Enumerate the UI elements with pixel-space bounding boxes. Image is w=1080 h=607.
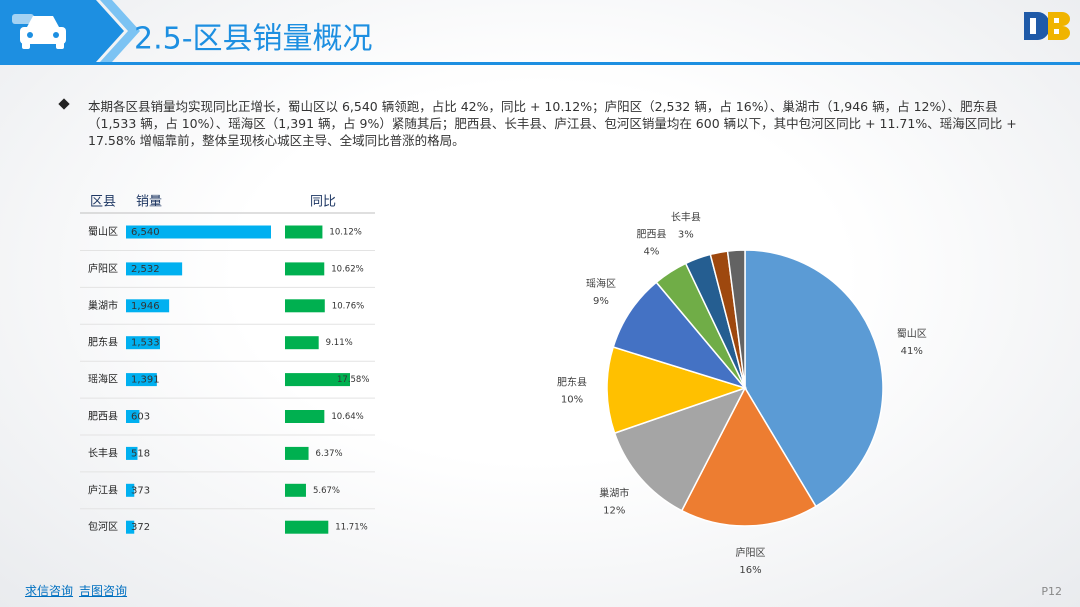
bar [126,483,135,497]
value-label: 5.67% [313,486,340,496]
footer-link[interactable]: 求信咨询 [25,584,74,598]
bar [285,410,325,423]
slice-label: 肥西县 [636,228,666,240]
logo [1024,12,1070,40]
value-label: 1,946 [131,301,160,312]
slice-value: 3% [678,229,694,240]
slice-value: 4% [644,246,660,257]
value-label: 603 [131,412,150,423]
value-label: 10.76% [332,301,364,311]
slice-value: 16% [739,565,761,576]
bar [126,520,135,534]
pie-slice [606,346,748,435]
slice-label: 蜀山区 [897,328,927,340]
slice-label: 长丰县 [671,210,701,223]
bar [126,225,271,239]
pie-slice [726,249,746,389]
value-label: 10.12% [329,228,361,238]
bar [126,262,183,276]
slice-label: 巢湖市 [599,486,629,499]
bar [285,299,325,313]
column-header: 同比 [310,195,336,210]
bar [126,410,140,423]
value-label: 518 [131,448,150,459]
bar [285,446,309,460]
value-label: 10.62% [331,264,363,274]
pie-slice [613,386,747,512]
column-header: 销量 [136,195,162,210]
bar [285,336,319,350]
category-label: 包河区 [88,520,118,533]
value-label: 1,533 [131,338,160,349]
page-number: P12 [1041,585,1062,598]
category-label: 长丰县 [88,446,118,459]
slice-value: 10% [561,395,583,406]
category-label: 庐阳区 [88,262,118,275]
bar [126,336,160,350]
bar [285,520,329,534]
header-rule [0,62,1080,65]
value-label: 1,391 [131,375,160,386]
bar [126,299,170,313]
category-label: 庐江县 [88,483,118,496]
slice-value: 12% [603,505,625,516]
category-label: 巢湖市 [88,299,118,312]
bar [285,483,306,497]
car-icon [12,14,66,49]
slice-value: 9% [593,296,609,307]
bar [285,373,350,387]
value-label: 11.71% [335,523,367,533]
value-label: 2,532 [131,264,160,275]
value-label: 372 [131,522,150,533]
category-label: 瑶海区 [88,373,118,386]
column-header: 区县 [90,195,116,210]
value-label: 6,540 [131,227,160,238]
value-label: 17.58% [337,375,369,385]
summary-text: 本期各区县销量均实现同比正增长，蜀山区以 6,540 辆领跑，占比 42%，同比… [88,99,1017,148]
category-label: 肥西县 [88,411,118,423]
bar [285,262,325,276]
value-label: 6.37% [316,449,343,459]
footer-links: 求信咨询 吉图咨询 [25,582,133,599]
header-chevron [100,0,140,62]
value-label: 10.64% [331,412,363,422]
slice-label: 庐阳区 [735,546,765,559]
category-label: 蜀山区 [88,226,118,238]
value-label: 9.11% [326,338,353,348]
footer-link[interactable]: 吉图咨询 [79,584,128,598]
value-label: 373 [131,485,150,496]
bar [126,446,138,460]
slice-label: 瑶海区 [586,277,616,290]
slide-title: 2.5-区县销量概况 [134,22,373,57]
bar [285,225,323,239]
slice-value: 41% [901,346,923,357]
slice-label: 肥东县 [557,376,587,389]
pie-slice [680,386,817,527]
pie-slice [744,249,884,508]
category-label: 肥东县 [88,336,118,349]
bar [126,373,157,387]
pie-slice [612,281,748,390]
